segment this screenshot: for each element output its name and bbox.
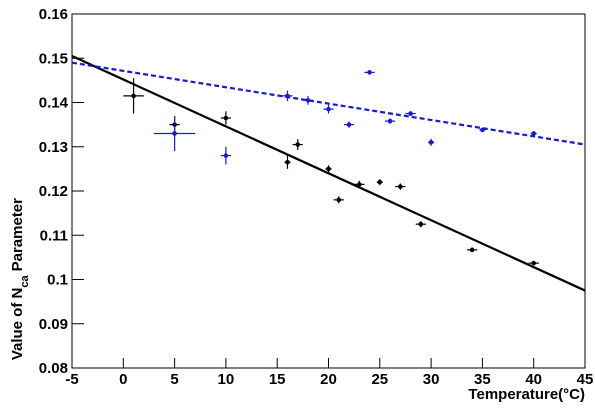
y-axis-label: Value of Nca Parameter: [9, 198, 31, 360]
point: [377, 179, 383, 185]
point: [480, 127, 485, 133]
point: [172, 131, 177, 136]
x-tick-label: 40: [525, 371, 542, 388]
point: [336, 197, 342, 203]
x-tick-label: -5: [65, 371, 78, 388]
x-axis-label: Temperature(°C): [468, 386, 585, 403]
x-tick-label: 15: [269, 371, 286, 388]
point: [418, 221, 424, 227]
point: [326, 166, 331, 172]
y-tick-label: 0.1: [47, 272, 68, 289]
y-tick-label: 0.09: [39, 316, 68, 333]
y-tick-label: 0.13: [39, 139, 68, 156]
point: [223, 153, 229, 158]
fit-line: [71, 55, 586, 292]
point: [305, 97, 311, 103]
y-tick-label: 0.11: [40, 227, 68, 244]
point: [428, 140, 434, 145]
point: [408, 111, 413, 116]
point: [531, 131, 536, 136]
x-tick-label: 0: [119, 371, 127, 388]
point: [346, 122, 352, 127]
y-tick-label: 0.12: [39, 183, 68, 200]
x-tick-label: 20: [320, 371, 337, 388]
point: [531, 260, 536, 266]
point: [356, 182, 362, 187]
y-label-rest: Parameter: [9, 198, 26, 272]
y-label-text: Value of N: [9, 288, 26, 361]
point: [223, 115, 229, 121]
fit-line: [71, 61, 586, 146]
point: [285, 93, 290, 99]
point: [285, 159, 290, 165]
point: [326, 106, 331, 112]
point: [387, 118, 393, 124]
x-tick-label: 25: [371, 371, 388, 388]
y-tick-label: 0.16: [39, 6, 68, 23]
y-tick-label: 0.08: [39, 360, 68, 377]
y-tick-label: 0.14: [39, 95, 69, 112]
x-tick-label: 5: [170, 371, 178, 388]
x-tick-label: 30: [423, 371, 440, 388]
point: [469, 247, 475, 253]
point: [131, 93, 136, 99]
y-label-sub: ca: [19, 275, 31, 288]
x-tick-label: 35: [474, 371, 491, 388]
x-tick-label: 45: [577, 371, 594, 388]
point: [295, 142, 301, 147]
y-tick-label: 0.15: [39, 50, 68, 67]
plot-frame: [71, 13, 586, 369]
x-tick-label: 10: [218, 371, 235, 388]
point: [367, 70, 372, 75]
point: [398, 184, 403, 189]
